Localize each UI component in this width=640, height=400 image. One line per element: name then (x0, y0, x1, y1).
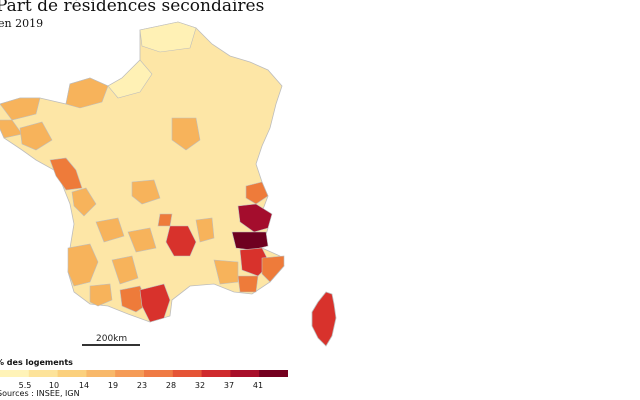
legend-tick-label: 32 (194, 381, 206, 390)
map-subtitle: en 2019 (0, 17, 44, 30)
legend-swatch (144, 370, 174, 377)
legend-tick-label: 19 (107, 381, 119, 390)
department-area (139, 283, 171, 323)
legend-tick-label: 23 (136, 381, 148, 390)
legend-color-bar (0, 370, 288, 377)
legend-tick-label: 41 (252, 381, 264, 390)
department-area (0, 97, 41, 121)
department-shapes (0, 21, 285, 323)
department-area (131, 179, 161, 205)
department-area (95, 217, 125, 243)
legend-tick-label: 14 (78, 381, 90, 390)
department-area (157, 213, 173, 227)
legend-swatch (230, 370, 260, 377)
scale-bar (82, 344, 140, 346)
legend-title: % des logements (0, 358, 73, 367)
legend-swatch (86, 370, 116, 377)
legend-swatch (172, 370, 203, 377)
legend-swatch (0, 370, 30, 377)
sources-note: Sources : INSEE, IGN (0, 389, 80, 398)
department-area (245, 181, 269, 205)
department-area (127, 227, 157, 253)
department-area (237, 275, 259, 293)
department-area (65, 77, 109, 109)
legend-swatch (28, 370, 59, 377)
department-area (165, 225, 197, 257)
legend-swatch (57, 370, 87, 377)
legend-swatch (115, 370, 145, 377)
department-area (89, 283, 113, 307)
department-area (261, 255, 285, 283)
department-area (71, 187, 97, 217)
legend-tick-label: 5.5 (18, 381, 32, 390)
legend-swatch (259, 370, 288, 377)
legend-tick-label: 37 (223, 381, 235, 390)
department-area (171, 117, 201, 151)
department-area (49, 157, 83, 191)
department-area (139, 21, 197, 53)
legend-tick-label: 28 (165, 381, 177, 390)
corsica (311, 291, 337, 347)
legend-swatch (201, 370, 231, 377)
department-area (195, 217, 215, 243)
department-area (19, 121, 53, 151)
map-title: Part de résidences secondaires (0, 0, 265, 16)
department-area (0, 119, 23, 139)
department-area (67, 243, 99, 287)
scale-label: 200km (96, 334, 128, 344)
department-area (111, 255, 139, 285)
department-area (213, 259, 239, 285)
department-area (231, 231, 269, 251)
department-area (237, 203, 273, 233)
legend-tick-label: 10 (48, 381, 60, 390)
department-area (107, 59, 153, 99)
